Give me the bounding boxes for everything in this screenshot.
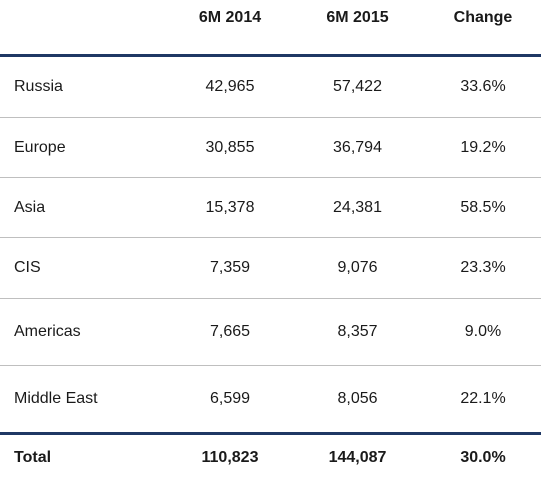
row-region: Americas (14, 323, 81, 340)
row-value-2015: 9,076 (337, 259, 378, 276)
row-value-2014: 6,599 (209, 390, 251, 407)
row-change: 19.2% (460, 138, 506, 156)
table-row: Asia 15,378 24,381 58.5% (0, 178, 541, 237)
row-value-2015: 36,794 (333, 138, 382, 156)
row-region: Europe (14, 138, 66, 156)
table-row: Russia 42,965 57,422 33.6% (0, 57, 541, 117)
row-change: 58.5% (460, 198, 506, 216)
header-change: Change (453, 9, 513, 26)
row-value-2014: 15,378 (205, 198, 255, 216)
row-value-2015: 57,422 (333, 78, 382, 95)
header-6m-2015: 6M 2015 (326, 9, 389, 26)
total-divider (0, 432, 541, 435)
row-value-2014: 7,665 (209, 323, 251, 340)
table-row: Middle East 6,599 8,056 22.1% (0, 366, 541, 432)
row-divider (0, 237, 541, 238)
row-divider (0, 177, 541, 178)
header-6m-2014: 6M 2014 (198, 9, 262, 26)
row-region: Middle East (14, 390, 98, 407)
total-label: Total (14, 449, 52, 466)
row-region: CIS (14, 259, 41, 276)
row-value-2015: 24,381 (333, 198, 382, 216)
row-change: 22.1% (460, 390, 506, 407)
row-change: 33.6% (460, 78, 506, 95)
total-value-2014: 110,823 (201, 449, 259, 466)
row-value-2014: 30,855 (205, 138, 255, 156)
row-divider (0, 117, 541, 118)
header-divider (0, 54, 541, 57)
total-value-2015: 144,087 (328, 449, 387, 466)
row-value-2014: 42,965 (205, 78, 255, 95)
row-region: Asia (14, 198, 46, 216)
row-value-2015: 8,056 (337, 390, 378, 407)
table-row: CIS 7,359 9,076 23.3% (0, 238, 541, 298)
total-change: 30.0% (460, 449, 506, 466)
row-divider (0, 365, 541, 366)
table-header-row: 6M 2014 6M 2015 Change (0, 0, 541, 54)
row-change: 23.3% (460, 259, 506, 276)
row-change: 9.0% (464, 323, 502, 340)
row-value-2015: 8,357 (337, 323, 378, 340)
row-region: Russia (14, 78, 63, 95)
row-value-2014: 7,359 (209, 259, 251, 276)
table-row: Europe 30,855 36,794 19.2% (0, 118, 541, 177)
table-row: Americas 7,665 8,357 9.0% (0, 299, 541, 365)
row-divider (0, 298, 541, 299)
total-row: Total 110,823 144,087 30.0% (0, 435, 541, 481)
